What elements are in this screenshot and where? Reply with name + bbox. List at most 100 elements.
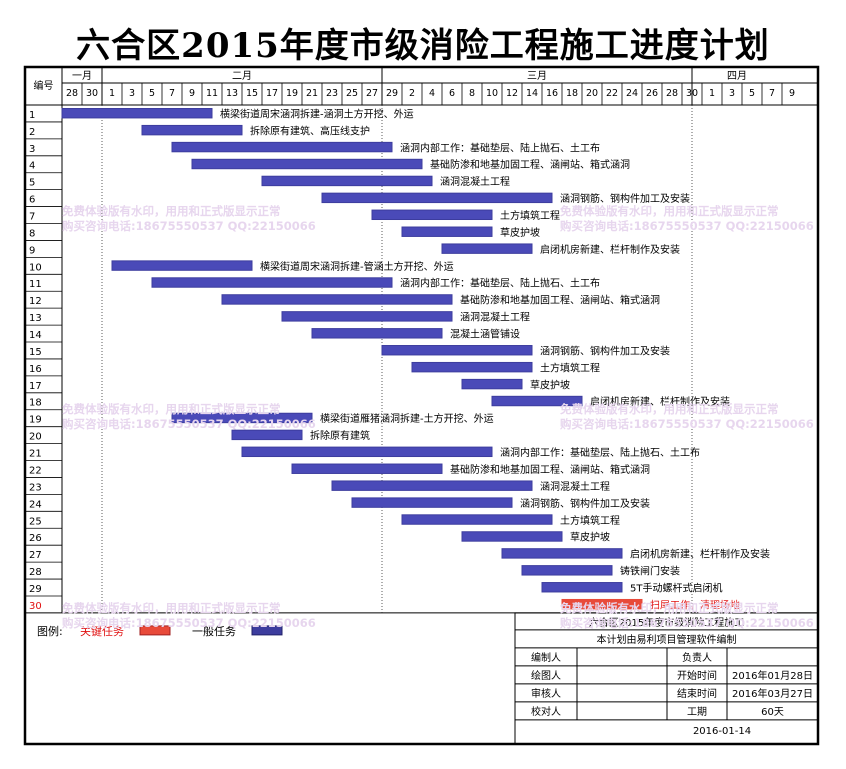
watermark-line1: 免费体验版有水印，用用和正式版显示正常 <box>62 402 281 416</box>
task-label: 横梁街道雁猪涵洞拆建-土方开挖、外运 <box>320 412 494 425</box>
info-label: 工期 <box>687 706 707 718</box>
day-label: 15 <box>246 88 258 99</box>
day-label: 28 <box>66 88 78 99</box>
day-label: 10 <box>486 88 498 99</box>
day-label: 16 <box>546 88 558 99</box>
day-label: 21 <box>306 88 318 99</box>
day-label: 3 <box>129 88 135 99</box>
row-number: 19 <box>29 415 42 426</box>
day-label: 9 <box>789 88 795 99</box>
row-number: 11 <box>29 279 42 290</box>
row-number: 18 <box>29 398 42 409</box>
day-label: 1 <box>709 88 715 99</box>
day-label: 30 <box>686 88 698 99</box>
task-label: 基础防渗和地基加固工程、涵闸站、箱式涵洞 <box>450 463 650 476</box>
task-label: 草皮护坡 <box>500 226 540 239</box>
row-number: 27 <box>29 550 42 561</box>
day-label: 4 <box>429 88 435 99</box>
month-label: 一月 <box>72 70 92 82</box>
day-label: 1 <box>109 88 115 99</box>
row-number: 1 <box>29 110 35 121</box>
watermark-line2: 购买咨询电话:18675550537 QQ:22150066 <box>62 219 316 233</box>
info-date: 2016-01-14 <box>693 726 751 737</box>
task-label: 涵洞混凝土工程 <box>440 175 510 188</box>
task-label: 涵洞内部工作：基础垫层、陆上抛石、土工布 <box>400 141 600 154</box>
task-label: 草皮护坡 <box>530 378 570 391</box>
task-bar <box>371 209 493 221</box>
watermark-line2: 购买咨询电话:18675550537 QQ:22150066 <box>62 417 316 431</box>
day-label: 12 <box>506 88 518 99</box>
task-label: 涵洞内部工作：基础垫层、陆上抛石、土工布 <box>400 277 600 290</box>
legend: 图例: 关键任务 一般任务 <box>37 624 283 638</box>
task-bar <box>171 141 393 153</box>
row-number: 30 <box>29 601 42 612</box>
row-number: 4 <box>29 161 35 172</box>
task-label: 涵洞混凝土工程 <box>540 480 610 493</box>
task-label: 铸铁闸门安装 <box>620 565 680 578</box>
day-label: 7 <box>769 88 775 99</box>
task-bar <box>171 412 313 424</box>
task-label: 涵洞钢筋、钢构件加工及安装 <box>540 344 670 357</box>
day-label: 18 <box>566 88 578 99</box>
info-software-note: 本计划由易利项目管理软件编制 <box>597 633 737 646</box>
task-bar <box>151 277 393 288</box>
task-bar <box>321 192 553 204</box>
day-label: 2 <box>409 88 415 99</box>
day-label: 22 <box>606 88 618 99</box>
task-bar <box>441 243 533 254</box>
day-label: 30 <box>86 88 98 99</box>
row-number: 23 <box>29 482 42 493</box>
day-label: 8 <box>469 88 475 99</box>
task-bar <box>291 463 443 474</box>
task-label: 5T手动螺杆式启闭机 <box>630 581 722 594</box>
task-bar <box>381 345 533 356</box>
row-number: 12 <box>29 296 42 307</box>
legend-swatch <box>139 625 171 636</box>
watermark-line1: 免费体验版有水印，用用和正式版显示正常 <box>62 204 281 218</box>
watermark-line2: 购买咨询电话:18675550537 QQ:22150066 <box>560 616 814 630</box>
row-number: 3 <box>29 144 35 155</box>
task-label: 横梁街道周宋涵洞拆建-涵洞土方开挖、外运 <box>220 107 414 120</box>
row-number: 6 <box>29 195 35 206</box>
legend-title: 图例: <box>37 624 63 638</box>
task-label: 涵洞混凝土工程 <box>460 311 530 324</box>
day-label: 3 <box>729 88 735 99</box>
task-bar <box>191 158 423 170</box>
row-number: 10 <box>29 262 42 273</box>
row-number: 22 <box>29 465 42 476</box>
watermark-line2: 购买咨询电话:18675550537 QQ:22150066 <box>62 616 316 630</box>
watermark-line2: 购买咨询电话:18675550537 QQ:22150066 <box>560 417 814 431</box>
task-label: 涵洞内部工作：基础垫层、陆上抛石、土工布 <box>500 446 700 459</box>
task-label: 扫尾工作，清理场地 <box>650 598 740 611</box>
watermark-line2: 购买咨询电话:18675550537 QQ:22150066 <box>560 219 814 233</box>
task-label: 涵洞钢筋、钢构件加工及安装 <box>560 192 690 205</box>
info-label: 绘图人 <box>531 669 561 682</box>
task-label: 拆除原有建筑 <box>310 429 370 442</box>
task-label: 涵洞钢筋、钢构件加工及安装 <box>520 497 650 510</box>
task-label: 草皮护坡 <box>570 531 610 544</box>
task-label: 土方填筑工程 <box>540 361 600 374</box>
task-bar <box>411 361 533 373</box>
info-frame <box>514 612 819 745</box>
row-number: 9 <box>29 245 35 256</box>
row-number: 29 <box>29 584 42 595</box>
watermark-line1: 免费体验版有水印，用用和正式版显示正常 <box>560 204 779 218</box>
task-bar <box>521 565 613 576</box>
row-number: 5 <box>29 178 35 189</box>
task-label: 基础防渗和地基加固工程、涵闸站、箱式涵洞 <box>460 294 660 307</box>
task-bar <box>221 294 453 305</box>
task-bar <box>541 582 623 593</box>
id-column-header: 编号 <box>34 79 54 92</box>
task-label: 土方填筑工程 <box>500 209 560 222</box>
row-number: 26 <box>29 533 42 544</box>
row-number: 17 <box>29 381 42 392</box>
task-label: 混凝土涵管铺设 <box>450 328 520 341</box>
task-bar <box>331 480 533 491</box>
info-label: 编制人 <box>531 651 561 664</box>
task-bar <box>261 175 433 187</box>
day-label: 19 <box>286 88 298 99</box>
task-bar <box>231 429 303 441</box>
